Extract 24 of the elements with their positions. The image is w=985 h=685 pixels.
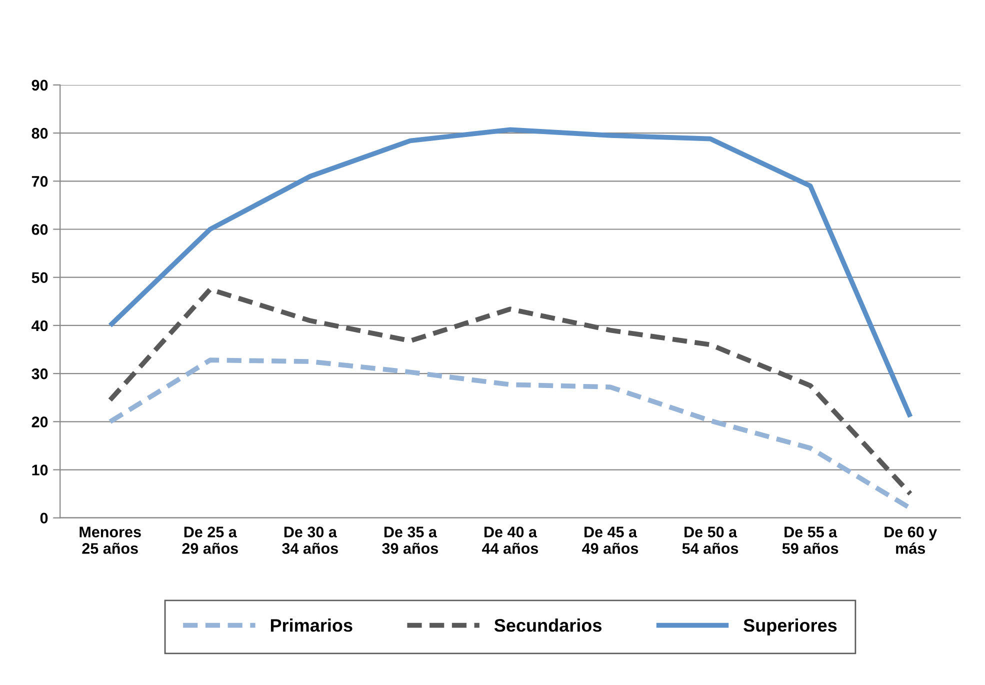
legend-label: Superiores [744, 618, 837, 636]
line-series [108, 286, 913, 496]
x-tick-label: De 60 y más [884, 526, 938, 554]
y-tick-label: 90 [32, 80, 48, 91]
legend-label: Secundarios [494, 618, 602, 632]
y-tick-label: 10 [32, 464, 48, 476]
y-tick-label: 60 [32, 224, 48, 235]
y-tick-label: 70 [32, 176, 48, 187]
y-tick-label: 20 [32, 416, 48, 428]
y-tick-label: 30 [32, 368, 48, 380]
line-series [108, 127, 913, 420]
x-tick-label: De 55 a 59 años [782, 526, 838, 554]
x-tick-label: Menores 25 años [80, 526, 141, 554]
x-tick-label: De 30 a 34 años [282, 526, 338, 554]
legend-label: Primarios [270, 618, 352, 632]
x-tick-label: De 25 a 29 años [182, 526, 238, 554]
x-tick-label: De 35 a 39 años [382, 526, 438, 554]
x-tick-label: De 50 a 54 años [682, 526, 738, 554]
x-tick-label: De 45 a 49 años [582, 526, 638, 554]
y-tick-label: 50 [32, 272, 48, 284]
y-tick-label: 0 [40, 512, 48, 524]
x-tick-label: De 40 a 44 años [482, 526, 538, 554]
y-tick-label: 40 [32, 320, 48, 332]
y-tick-label: 80 [32, 128, 48, 139]
